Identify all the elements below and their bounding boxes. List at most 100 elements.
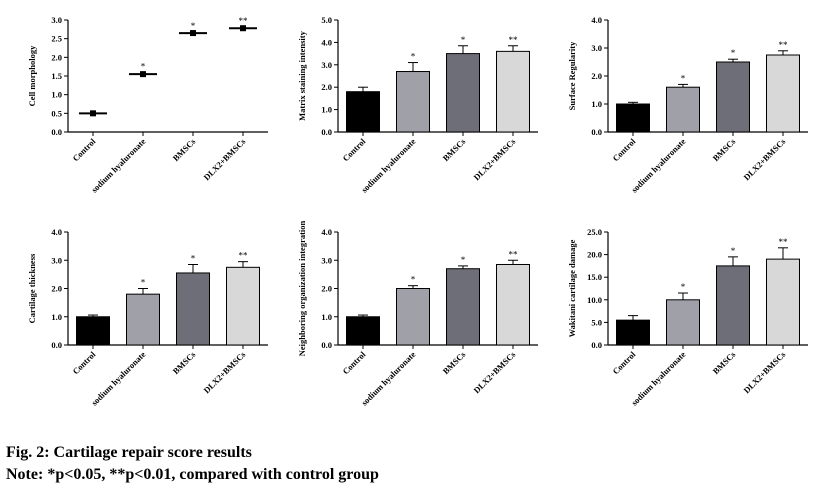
significance-marker: * bbox=[731, 48, 736, 58]
x-tick-label: sodium hyaluronate bbox=[629, 136, 687, 194]
bar bbox=[496, 263, 530, 346]
figure-caption-note: Note: *p<0.05, **p<0.01, compared with c… bbox=[6, 466, 379, 483]
x-tick-label: BMSCs bbox=[171, 136, 198, 163]
x-tick-label: Control bbox=[70, 349, 97, 376]
y-tick-label: 5.0 bbox=[321, 15, 332, 25]
y-tick-label: 3.0 bbox=[51, 255, 62, 265]
bar bbox=[716, 61, 750, 133]
bar bbox=[126, 293, 160, 346]
bar bbox=[766, 258, 800, 346]
x-tick-label: Control bbox=[340, 349, 367, 376]
significance-marker: * bbox=[141, 278, 146, 288]
x-tick-label: sodium hyaluronate bbox=[89, 136, 147, 194]
bar bbox=[346, 91, 380, 133]
y-axis-label: Matrix staining intensity bbox=[297, 30, 307, 120]
figure-caption-title: Fig. 2: Cartilage repair score results bbox=[6, 444, 252, 461]
mean-point bbox=[140, 71, 146, 78]
y-axis-label: Cell morphology bbox=[27, 45, 37, 106]
bar bbox=[666, 299, 700, 346]
y-tick-label: 1.0 bbox=[591, 99, 602, 109]
x-tick-label: sodium hyaluronate bbox=[359, 136, 417, 194]
bar bbox=[176, 272, 210, 346]
y-axis-label: Surface Regularity bbox=[567, 41, 577, 110]
chart-panel-4: 0.0 1.0 2.0 3.0 4.0 Cartilage thickness Contro… bbox=[27, 227, 268, 408]
significance-marker: * bbox=[681, 282, 686, 292]
y-tick-label: 0.0 bbox=[321, 127, 332, 137]
significance-marker: * bbox=[681, 73, 686, 83]
chart-panel-6: 0.0 5.0 10.0 15.0 20.0 25.0 Wakitani cartilage… bbox=[567, 227, 808, 408]
significance-marker: * bbox=[191, 253, 196, 263]
bar bbox=[446, 268, 480, 346]
chart-panel-3: 0.0 1.0 2.0 3.0 4.0 Surface Regularity Control… bbox=[567, 15, 808, 195]
mean-point bbox=[240, 25, 246, 32]
significance-marker: ** bbox=[239, 251, 249, 261]
y-tick-label: 4.0 bbox=[321, 227, 332, 237]
y-axis-label: Cartilage thickness bbox=[27, 253, 37, 323]
significance-marker: * bbox=[141, 61, 146, 71]
x-tick-label: DLX2+BMSCs bbox=[742, 349, 788, 395]
y-tick-label: 2.0 bbox=[51, 284, 62, 294]
y-axis-label: Neighboring organization integration bbox=[297, 220, 307, 356]
x-tick-label: BMSCs bbox=[441, 349, 468, 376]
x-tick-label: Control bbox=[610, 349, 637, 376]
y-tick-label: 3.0 bbox=[591, 43, 602, 53]
figure-panels: 0.0 0.5 1.0 1.5 2.0 2.5 3.0 Cell morphology Cont… bbox=[27, 15, 808, 408]
significance-marker: ** bbox=[779, 237, 789, 247]
bar bbox=[346, 316, 380, 346]
bar bbox=[666, 86, 700, 133]
bar bbox=[76, 316, 110, 346]
y-tick-label: 4.0 bbox=[51, 227, 62, 237]
y-tick-label: 0.0 bbox=[591, 340, 602, 350]
x-tick-label: Control bbox=[610, 136, 637, 163]
chart-panel-1: 0.0 0.5 1.0 1.5 2.0 2.5 3.0 Cell morphology Cont… bbox=[27, 15, 268, 195]
y-axis-label: Wakitani cartilage damage bbox=[567, 239, 577, 337]
x-tick-label: BMSCs bbox=[711, 136, 738, 163]
x-tick-label: BMSCs bbox=[711, 349, 738, 376]
bar bbox=[616, 103, 650, 133]
x-tick-label: DLX2+BMSCs bbox=[202, 136, 248, 182]
significance-marker: * bbox=[191, 21, 196, 31]
bar bbox=[766, 54, 800, 133]
y-tick-label: 4.0 bbox=[591, 15, 602, 25]
x-tick-label: DLX2+BMSCs bbox=[202, 349, 248, 395]
x-tick-label: DLX2+BMSCs bbox=[472, 136, 518, 182]
y-tick-label: 25.0 bbox=[587, 227, 602, 237]
bar bbox=[616, 319, 650, 346]
significance-marker: * bbox=[461, 255, 466, 265]
y-tick-label: 3.0 bbox=[51, 15, 62, 25]
x-tick-label: DLX2+BMSCs bbox=[742, 136, 788, 182]
significance-marker: ** bbox=[779, 40, 789, 50]
y-tick-label: 5.0 bbox=[591, 317, 602, 327]
x-tick-label: sodium hyaluronate bbox=[359, 349, 417, 407]
bar bbox=[396, 71, 430, 133]
y-tick-label: 0.0 bbox=[51, 127, 62, 137]
bar bbox=[496, 50, 530, 133]
significance-marker: * bbox=[731, 246, 736, 256]
chart-panel-5: 0.0 1.0 2.0 3.0 4.0 Neighboring organization … bbox=[297, 220, 538, 408]
mean-point bbox=[90, 110, 96, 117]
bar bbox=[396, 288, 430, 346]
y-tick-label: 2.0 bbox=[321, 284, 332, 294]
bar bbox=[446, 53, 480, 133]
x-tick-label: BMSCs bbox=[171, 349, 198, 376]
y-tick-label: 1.0 bbox=[51, 312, 62, 322]
y-tick-label: 0.0 bbox=[591, 127, 602, 137]
y-tick-label: 1.0 bbox=[51, 90, 62, 100]
significance-marker: * bbox=[411, 52, 416, 62]
y-tick-label: 3.0 bbox=[321, 255, 332, 265]
chart-panel-2: 0.0 1.0 2.0 3.0 4.0 5.0 Matrix staining intens… bbox=[297, 15, 538, 195]
significance-marker: * bbox=[461, 35, 466, 45]
x-tick-label: Control bbox=[70, 136, 97, 163]
bar bbox=[716, 265, 750, 346]
y-tick-label: 3.0 bbox=[321, 60, 332, 70]
y-tick-label: 0.5 bbox=[51, 108, 62, 118]
y-tick-label: 15.0 bbox=[587, 272, 602, 282]
x-tick-label: sodium hyaluronate bbox=[89, 349, 147, 407]
x-tick-label: sodium hyaluronate bbox=[629, 349, 687, 407]
y-tick-label: 2.5 bbox=[51, 34, 62, 44]
bar bbox=[226, 266, 260, 346]
y-tick-label: 1.0 bbox=[321, 105, 332, 115]
y-tick-label: 2.0 bbox=[591, 71, 602, 81]
y-tick-label: 2.0 bbox=[321, 82, 332, 92]
x-tick-label: Control bbox=[340, 136, 367, 163]
